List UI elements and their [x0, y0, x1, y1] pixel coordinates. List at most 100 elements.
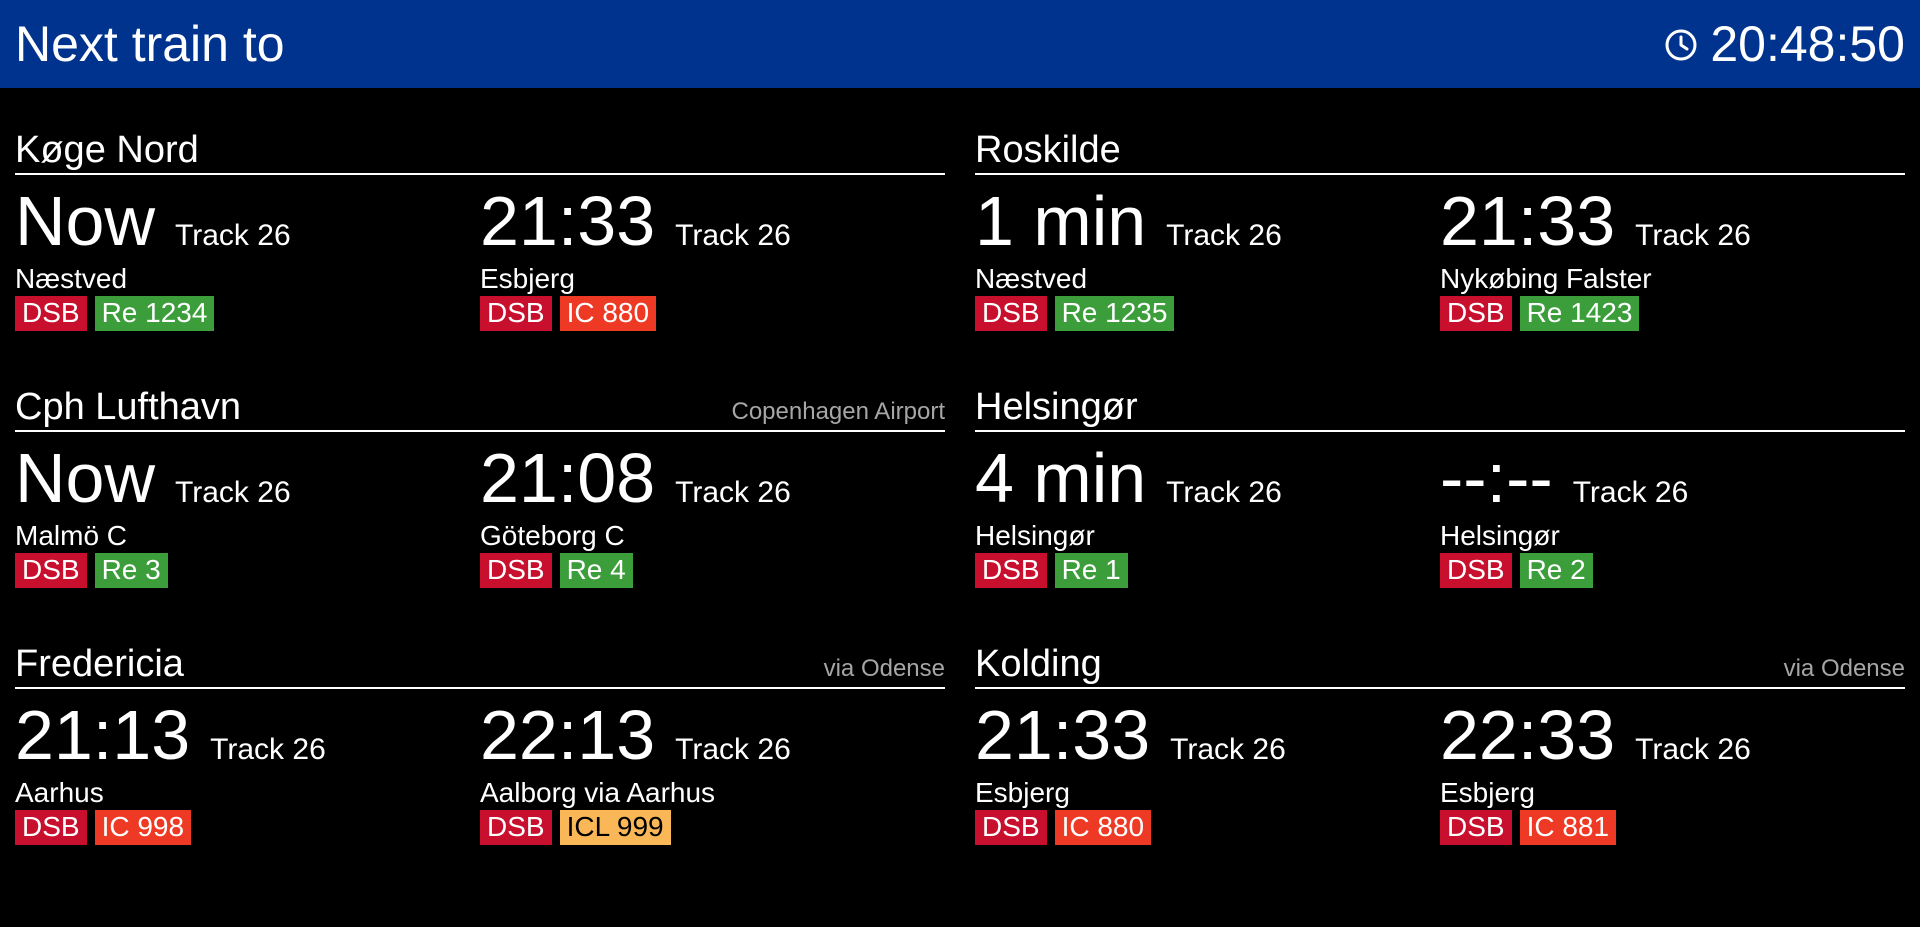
track-label: Track 26 — [1572, 476, 1689, 509]
page-title: Next train to — [15, 16, 285, 72]
departure: 21:13 Track 26 Aarhus DSB IC 998 — [15, 700, 455, 850]
departure: 22:13 Track 26 Aalborg via Aarhus DSB IC… — [480, 700, 920, 850]
train-destination: Næstved — [975, 263, 1088, 294]
operator-badge: DSB — [1440, 553, 1512, 588]
departure: 21:33 Track 26 Esbjerg DSB IC 880 — [480, 186, 920, 336]
departure: 1 min Track 26 Næstved DSB Re 1235 — [975, 186, 1415, 336]
train-destination: Esbjerg — [975, 777, 1070, 808]
train-destination: Helsingør — [975, 520, 1095, 551]
departure: 21:33 Track 26 Nykøbing Falster DSB Re 1… — [1440, 186, 1880, 336]
train-destination: Esbjerg — [480, 263, 575, 294]
operator-badge: DSB — [975, 810, 1047, 845]
departure-time: 21:33 — [1440, 182, 1616, 260]
train-number-badge: Re 2 — [1519, 553, 1593, 588]
train-destination: Göteborg C — [480, 520, 625, 551]
operator-badge: DSB — [480, 810, 552, 845]
operator-badge: DSB — [15, 296, 87, 331]
destination-name: Køge Nord — [15, 129, 199, 171]
destination-section-cph-lufthavn: Cph Lufthavn Copenhagen Airport Now Trac… — [15, 345, 945, 588]
train-destination: Aarhus — [15, 777, 104, 808]
track-label: Track 26 — [1635, 219, 1751, 252]
departure-board: Køge Nord Now Track 26 Næstved DSB Re 12… — [15, 88, 1905, 927]
departure-time: 4 min — [975, 439, 1147, 517]
destination-name: Kolding — [975, 643, 1102, 685]
track-label: Track 26 — [1166, 219, 1282, 252]
departure: 22:33 Track 26 Esbjerg DSB IC 881 — [1440, 700, 1880, 850]
track-label: Track 26 — [1635, 733, 1751, 766]
section-header: Cph Lufthavn Copenhagen Airport — [15, 385, 945, 432]
header-bar: Next train to 20:48:50 — [0, 0, 1920, 88]
departure-time: 1 min — [975, 182, 1147, 260]
section-header: Roskilde — [975, 128, 1905, 175]
clock: 20:48:50 — [1664, 14, 1905, 74]
departure: --:-- Track 26 Helsingør DSB Re 2 — [1440, 443, 1880, 593]
destination-note: Copenhagen Airport — [731, 398, 946, 425]
train-badges: DSB Re 2 — [1440, 553, 1601, 588]
operator-badge: DSB — [480, 296, 552, 331]
train-badges: DSB Re 1235 — [975, 296, 1182, 331]
departure-time: 21:08 — [480, 439, 656, 517]
train-destination: Esbjerg — [1440, 777, 1535, 808]
destination-note: via Odense — [1783, 655, 1905, 682]
train-destination: Malmö C — [15, 520, 128, 551]
track-label: Track 26 — [175, 219, 291, 252]
departure: Now Track 26 Næstved DSB Re 1234 — [15, 186, 455, 336]
train-destination: Nykøbing Falster — [1440, 263, 1652, 294]
train-badges: DSB IC 880 — [975, 810, 1159, 845]
destination-section-kolding: Kolding via Odense 21:33 Track 26 Esbjer… — [975, 602, 1905, 845]
operator-badge: DSB — [975, 296, 1047, 331]
departure: Now Track 26 Malmö C DSB Re 3 — [15, 443, 455, 593]
train-number-badge: IC 880 — [559, 296, 657, 331]
train-badges: DSB Re 1 — [975, 553, 1136, 588]
departure-time: Now — [15, 439, 156, 517]
train-number-badge: Re 3 — [94, 553, 168, 588]
train-badges: DSB IC 880 — [480, 296, 664, 331]
departure-time: 22:13 — [480, 696, 656, 774]
train-number-badge: IC 998 — [94, 810, 192, 845]
track-label: Track 26 — [1170, 733, 1286, 766]
departure-time: 21:33 — [480, 182, 656, 260]
train-badges: DSB IC 881 — [1440, 810, 1624, 845]
operator-badge: DSB — [975, 553, 1047, 588]
train-number-badge: IC 880 — [1054, 810, 1152, 845]
train-badges: DSB Re 1423 — [1440, 296, 1647, 331]
section-header: Kolding via Odense — [975, 642, 1905, 689]
departure-time: Now — [15, 182, 156, 260]
train-number-badge: Re 1234 — [94, 296, 215, 331]
departure-time: 22:33 — [1440, 696, 1616, 774]
train-badges: DSB IC 998 — [15, 810, 199, 845]
operator-badge: DSB — [15, 810, 87, 845]
operator-badge: DSB — [1440, 810, 1512, 845]
destination-name: Fredericia — [15, 643, 184, 685]
train-number-badge: ICL 999 — [559, 810, 671, 845]
departure: 21:08 Track 26 Göteborg C DSB Re 4 — [480, 443, 920, 593]
train-destination: Næstved — [15, 263, 128, 294]
train-number-badge: Re 4 — [559, 553, 633, 588]
train-badges: DSB Re 3 — [15, 553, 176, 588]
destination-section-koge-nord: Køge Nord Now Track 26 Næstved DSB Re 12… — [15, 88, 945, 331]
track-label: Track 26 — [175, 476, 291, 509]
departure-time: 21:33 — [975, 696, 1151, 774]
train-badges: DSB ICL 999 — [480, 810, 679, 845]
track-label: Track 26 — [1166, 476, 1282, 509]
current-time: 20:48:50 — [1710, 16, 1905, 72]
departure-time: --:-- — [1440, 439, 1553, 517]
section-header: Køge Nord — [15, 128, 945, 175]
section-header: Fredericia via Odense — [15, 642, 945, 689]
track-label: Track 26 — [675, 733, 791, 766]
train-number-badge: IC 881 — [1519, 810, 1617, 845]
clock-icon — [1665, 29, 1697, 61]
train-number-badge: Re 1235 — [1054, 296, 1175, 331]
train-number-badge: Re 1423 — [1519, 296, 1640, 331]
destination-name: Roskilde — [975, 129, 1121, 171]
departure: 4 min Track 26 Helsingør DSB Re 1 — [975, 443, 1415, 593]
track-label: Track 26 — [210, 733, 326, 766]
train-destination: Helsingør — [1440, 520, 1560, 551]
train-badges: DSB Re 4 — [480, 553, 641, 588]
destination-section-helsingor: Helsingør 4 min Track 26 Helsingør DSB R… — [975, 345, 1905, 588]
destination-name: Helsingør — [975, 386, 1138, 428]
train-badges: DSB Re 1234 — [15, 296, 222, 331]
destination-section-fredericia: Fredericia via Odense 21:13 Track 26 Aar… — [15, 602, 945, 845]
operator-badge: DSB — [15, 553, 87, 588]
section-header: Helsingør — [975, 385, 1905, 432]
